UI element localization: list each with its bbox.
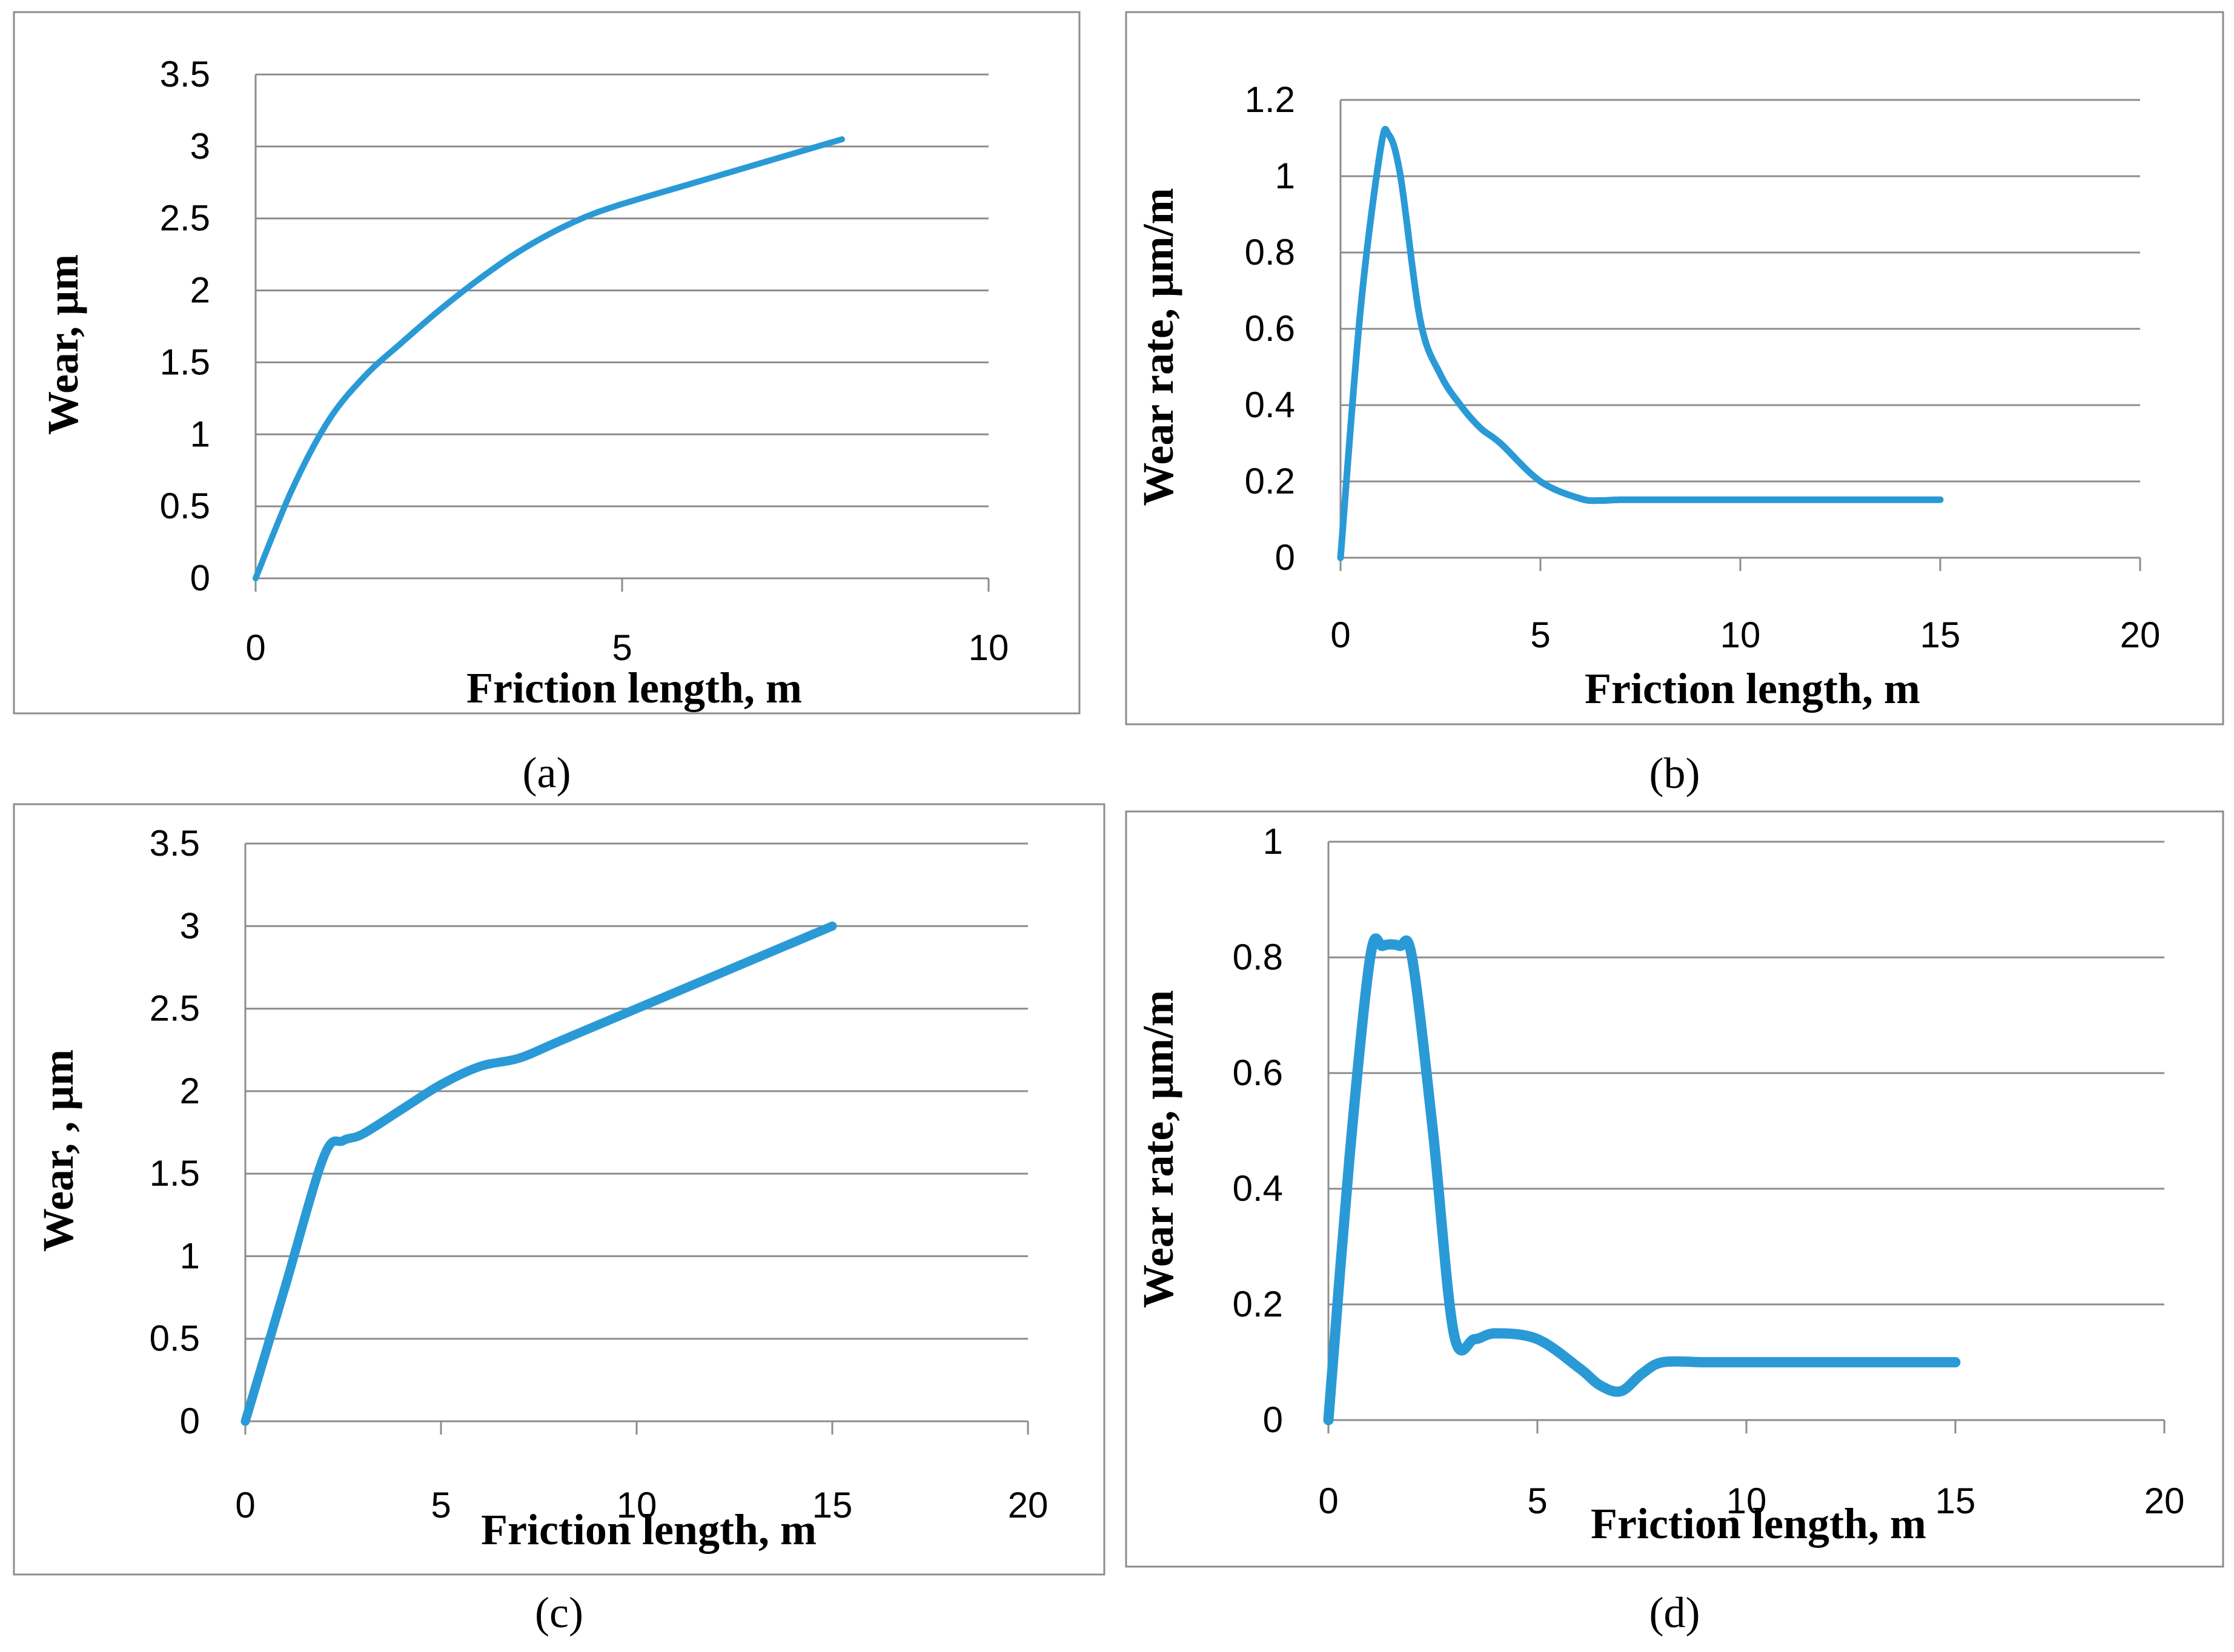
y-tick-label: 0 [180,1401,200,1441]
y-axis-title: Wear, μm [39,254,87,435]
y-tick-label: 1.5 [160,342,210,382]
y-tick-label: 0 [1263,1399,1283,1440]
chart-frame [13,11,1081,715]
y-tick-label: 0.4 [1233,1168,1283,1209]
x-axis-title: Friction length, m [481,1505,817,1554]
x-tick-label: 15 [812,1485,853,1525]
x-tick-label: 5 [1527,1481,1547,1521]
series-line-c [240,921,837,1426]
x-tick-label: 0 [235,1485,255,1525]
y-tick-label: 0.6 [1245,308,1295,349]
x-tick-label: 20 [1008,1485,1049,1525]
x-axis-title: Friction length, m [1585,664,1920,713]
chart-frame [1125,810,2224,1568]
y-tick-label: 1 [190,414,210,454]
x-tick-label: 5 [612,627,632,668]
x-tick-label: 0 [1330,615,1350,655]
y-tick-label: 3 [180,905,200,946]
y-tick-label: 0.2 [1233,1284,1283,1324]
y-tick-label: 3.5 [160,54,210,94]
y-tick-label: 0.2 [1245,461,1295,501]
chart-panel-c: 0 0.5 1 1.5 2 2.5 3 3.5 0 5 10 15 20 Friction length,… [13,803,1105,1637]
series-line-d [1323,933,1961,1426]
panel-caption: (a) [523,748,571,797]
series-line-a [253,136,845,581]
y-tick-label: 1.2 [1245,79,1295,120]
x-axis-title: Friction length, m [466,664,802,712]
y-tick-label: 0.6 [1233,1052,1283,1093]
y-tick-label: 1.5 [150,1153,200,1194]
panel-caption: (d) [1649,1588,1700,1637]
y-tick-label: 0 [1275,537,1295,578]
y-tick-label: 2 [190,270,210,311]
x-tick-label: 10 [617,1485,657,1525]
x-tick-label: 0 [1318,1481,1338,1521]
y-tick-label: 0 [190,558,210,598]
chart-panel-b: 0 0.2 0.4 0.6 0.8 1 1.2 0 5 10 15 20 Friction length… [1125,11,2224,798]
y-tick-label: 0.4 [1245,385,1295,425]
x-axis-title: Friction length, m [1591,1499,1926,1548]
y-tick-label: 0.5 [150,1318,200,1359]
y-axis-title: Wear rate, μm/m [1134,188,1182,506]
chart-panel-a: 0 0.5 1 1.5 2 2.5 3 3.5 0 5 10 Friction length, m We… [13,11,1081,797]
panel-caption: (c) [535,1588,583,1637]
y-axis-title: Wear rate, μm/m [1134,990,1182,1308]
x-tick-label: 15 [1935,1481,1976,1521]
x-tick-label: 10 [969,627,1009,668]
y-axis-title: Wear, , μm [34,1049,82,1252]
y-tick-label: 0.5 [160,486,210,526]
x-tick-label: 0 [245,627,265,668]
y-tick-label: 1 [180,1235,200,1276]
chart-frame [13,803,1105,1576]
x-tick-label: 20 [2144,1481,2185,1521]
x-tick-label: 5 [1530,615,1550,655]
x-tick-label: 20 [2120,615,2161,655]
chart-frame [1125,11,2224,725]
y-tick-label: 1 [1263,821,1283,862]
x-tick-label: 15 [1920,615,1961,655]
y-tick-label: 2.5 [160,198,210,239]
y-tick-label: 2 [180,1071,200,1111]
y-tick-label: 3 [190,126,210,167]
y-tick-label: 0.8 [1245,232,1295,273]
y-tick-label: 2.5 [150,988,200,1029]
y-tick-label: 3.5 [150,823,200,864]
series-line-b [1337,125,1944,561]
y-tick-label: 0.8 [1233,937,1283,977]
x-tick-label: 5 [431,1485,451,1525]
x-tick-label: 10 [1720,615,1761,655]
x-tick-label: 10 [1726,1481,1767,1521]
y-tick-label: 1 [1275,156,1295,196]
panel-caption: (b) [1649,749,1700,798]
